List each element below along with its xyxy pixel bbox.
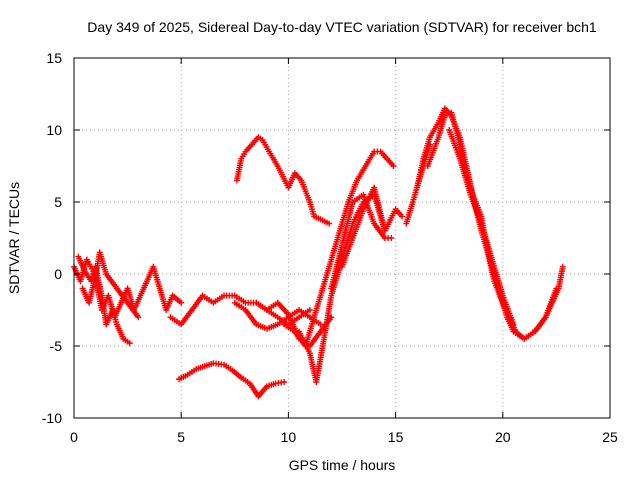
data-point bbox=[306, 307, 313, 313]
y-tick-label: -10 bbox=[42, 410, 62, 426]
data-point bbox=[399, 213, 406, 220]
data-series bbox=[446, 127, 517, 328]
data-point bbox=[326, 220, 333, 227]
x-tick-label: 15 bbox=[388, 429, 404, 445]
grid bbox=[74, 58, 610, 418]
y-tick-label: 15 bbox=[46, 50, 62, 66]
data-series bbox=[233, 134, 333, 227]
data-point bbox=[390, 163, 397, 169]
data-series bbox=[75, 253, 133, 347]
data-series bbox=[424, 109, 560, 342]
data-series bbox=[328, 191, 395, 292]
data-point bbox=[553, 285, 560, 292]
data-series bbox=[339, 184, 406, 270]
y-tick-label: 10 bbox=[46, 122, 62, 138]
x-tick-label: 0 bbox=[70, 429, 78, 445]
plot-frame bbox=[73, 57, 611, 419]
data-point bbox=[317, 321, 324, 328]
data-point bbox=[510, 321, 517, 328]
data-series bbox=[79, 249, 142, 321]
y-axis-title: SDTVAR / TECUs bbox=[6, 182, 22, 294]
ticks: 0 5 10 15 20 25 -10 -5 0 5 10 15 bbox=[42, 50, 618, 445]
y-tick-label: -5 bbox=[50, 338, 63, 354]
y-tick-label: 0 bbox=[54, 266, 62, 282]
y-tick-label: 5 bbox=[54, 194, 62, 210]
x-tick-label: 20 bbox=[495, 429, 511, 445]
x-tick-label: 10 bbox=[281, 429, 297, 445]
data-point bbox=[426, 141, 433, 148]
data-series bbox=[281, 148, 397, 349]
data-series bbox=[176, 360, 288, 400]
x-axis-title: GPS time / hours bbox=[289, 457, 396, 473]
data-point bbox=[388, 235, 395, 241]
data-point bbox=[178, 299, 185, 306]
data-series bbox=[414, 141, 433, 191]
data-point bbox=[559, 263, 566, 270]
x-tick-label: 5 bbox=[177, 429, 185, 445]
data-series bbox=[71, 256, 185, 321]
data-point bbox=[281, 379, 288, 385]
chart-title: Day 349 of 2025, Sidereal Day-to-day VTE… bbox=[87, 19, 597, 35]
data-point bbox=[135, 314, 142, 321]
data-series bbox=[403, 105, 566, 342]
x-tick-label: 25 bbox=[602, 429, 618, 445]
data-point bbox=[126, 340, 133, 347]
data-layer bbox=[71, 105, 566, 400]
